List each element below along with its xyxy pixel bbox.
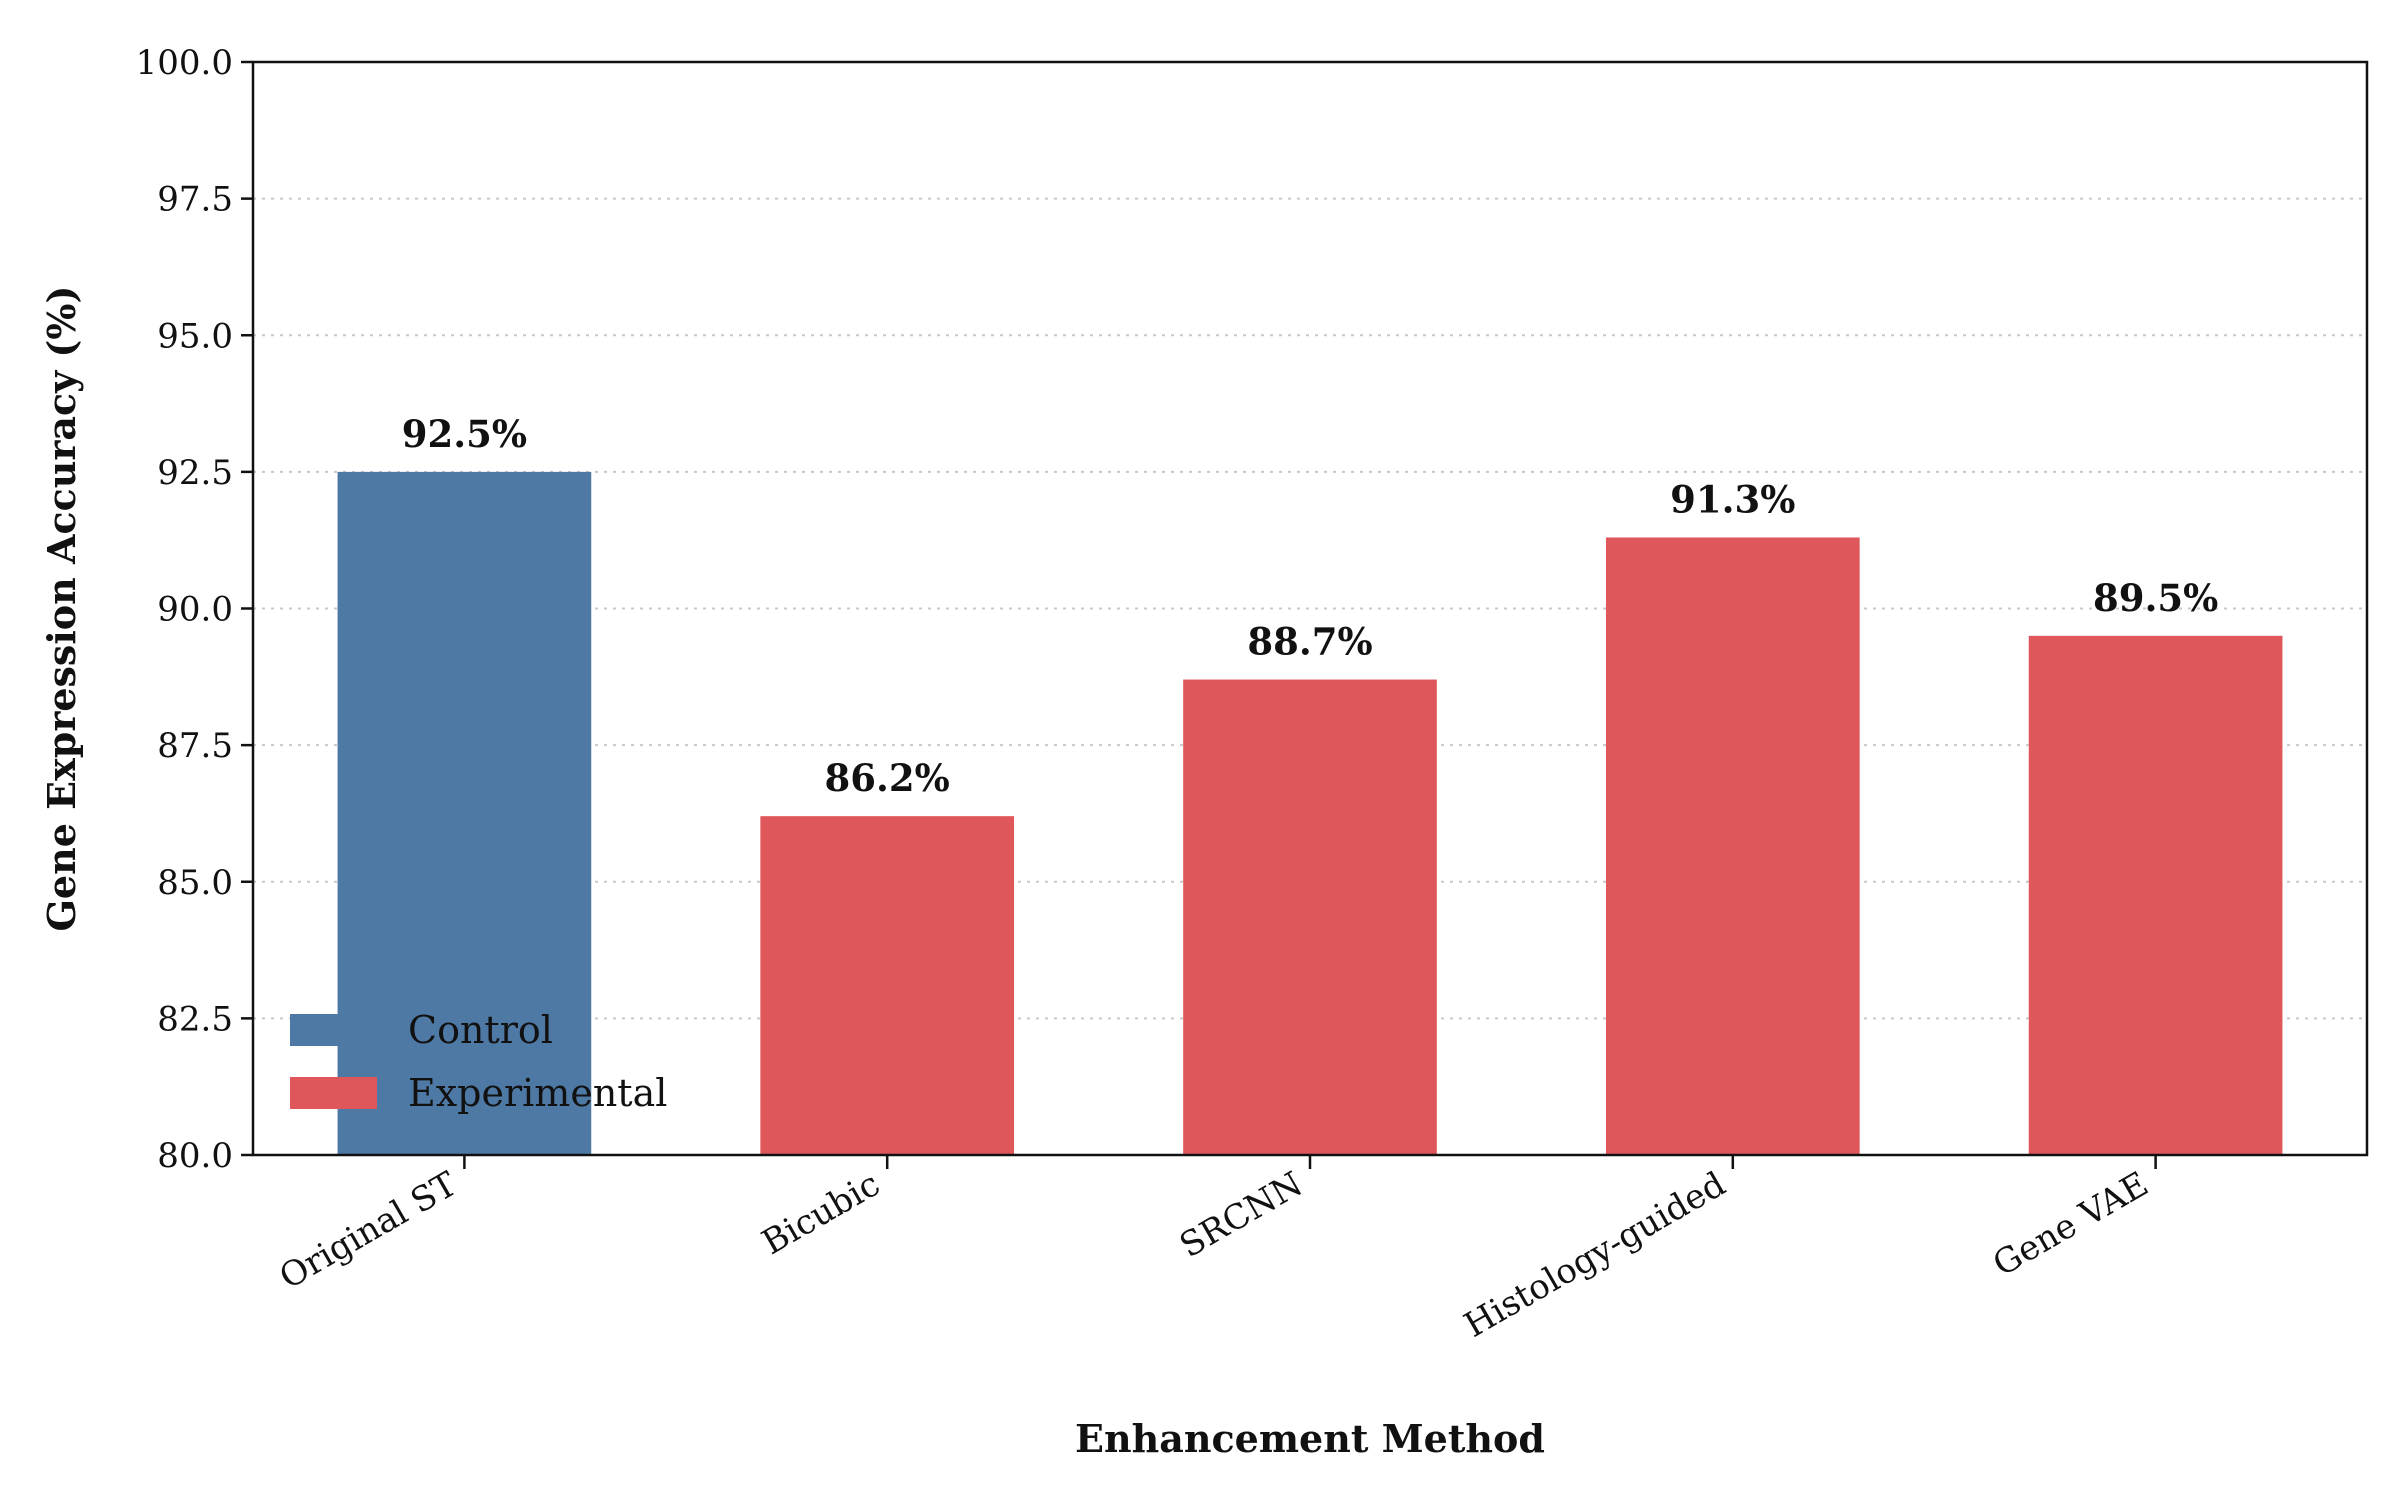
- y-tick-label: 85.0: [157, 863, 233, 903]
- bar: [1183, 679, 1437, 1155]
- bar-value-label: 86.2%: [825, 756, 950, 800]
- bar: [337, 471, 592, 1155]
- data-labels-layer: 92.5% 86.2% 88.7% 91.3% 89.5%: [402, 412, 2218, 800]
- x-axis: Original ST Bicubic SRCNN Histology-guided G…: [273, 1155, 2157, 1346]
- x-tick-label: SRCNN: [1173, 1164, 1309, 1266]
- legend: Control Experimental: [290, 1008, 667, 1115]
- y-axis: 80.0 82.5 85.0 87.5 90.0 92.5 95.0 97.5 100.0: [136, 43, 253, 1176]
- x-tick-label: Bicubic: [755, 1164, 886, 1263]
- y-tick-label: 82.5: [157, 999, 233, 1039]
- y-tick-label: 100.0: [136, 43, 233, 83]
- y-tick-label: 95.0: [157, 316, 233, 356]
- bar-value-label: 88.7%: [1247, 620, 1372, 664]
- legend-swatch: [290, 1014, 377, 1046]
- y-tick-label: 97.5: [157, 180, 233, 220]
- legend-label: Experimental: [408, 1071, 667, 1115]
- x-tick-label: Histology-guided: [1458, 1164, 1733, 1346]
- bar: [760, 816, 1015, 1155]
- grid-layer: [253, 197, 2367, 1020]
- bar-value-label: 92.5%: [402, 412, 527, 456]
- x-axis-title: Enhancement Method: [1075, 1416, 1545, 1461]
- y-tick-label: 90.0: [157, 590, 233, 630]
- x-tick-label: Gene VAE: [1986, 1164, 2155, 1285]
- legend-label: Control: [408, 1008, 553, 1052]
- bar: [2028, 635, 2283, 1155]
- y-axis-title: Gene Expression Accuracy (%): [39, 285, 84, 931]
- y-tick-label: 87.5: [157, 726, 233, 766]
- x-tick-label: Original ST: [273, 1164, 464, 1298]
- legend-swatch: [290, 1077, 377, 1109]
- bar: [1605, 537, 1860, 1155]
- bar-value-label: 89.5%: [2093, 576, 2218, 620]
- y-tick-label: 80.0: [157, 1136, 233, 1176]
- bar-value-label: 91.3%: [1670, 477, 1795, 521]
- bars-layer: [337, 471, 2283, 1155]
- y-tick-label: 92.5: [157, 453, 233, 493]
